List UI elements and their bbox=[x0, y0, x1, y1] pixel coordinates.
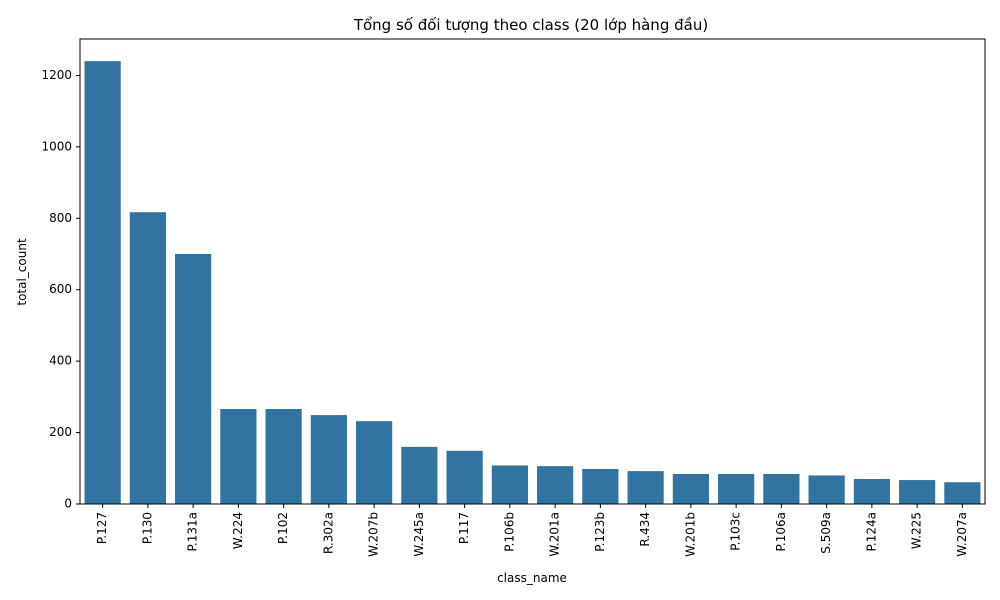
y-tick-label: 0 bbox=[64, 497, 72, 511]
bar-P.127 bbox=[84, 61, 121, 504]
x-tick-label: P.124a bbox=[864, 512, 878, 551]
bar-P.117 bbox=[446, 450, 483, 504]
bar-R.302a bbox=[310, 415, 347, 504]
x-tick-label: W.225 bbox=[910, 512, 924, 549]
x-tick-label: P.131a bbox=[186, 512, 200, 551]
y-tick-label: 400 bbox=[49, 354, 72, 368]
plot-frame bbox=[79, 38, 986, 505]
x-tick-label: P.130 bbox=[140, 512, 154, 544]
y-axis: 0 200 400 600 800 1000 1200 bbox=[41, 68, 80, 511]
bar-W.207a bbox=[944, 482, 981, 504]
x-tick-label: P.127 bbox=[95, 512, 109, 544]
x-tick-label: W.207a bbox=[955, 512, 969, 557]
x-tick-label: W.224 bbox=[231, 512, 245, 549]
x-tick-label: P.103c bbox=[729, 512, 743, 551]
bar-S.509a bbox=[808, 475, 845, 504]
bar-P.102 bbox=[265, 409, 302, 504]
bar-W.207b bbox=[356, 421, 393, 504]
y-tick-label: 600 bbox=[49, 282, 72, 296]
x-tick-label: W.201b bbox=[683, 512, 697, 557]
bars-group bbox=[84, 61, 981, 504]
x-tick-label: W.245a bbox=[412, 512, 426, 557]
bar-P.106a bbox=[763, 474, 800, 504]
y-tick-label: 800 bbox=[49, 211, 72, 225]
y-axis-label: total_count bbox=[15, 238, 29, 306]
y-tick-label: 1200 bbox=[41, 68, 72, 82]
x-tick-label: S.509a bbox=[819, 512, 833, 554]
bar-P.123b bbox=[582, 469, 619, 504]
bar-W.245a bbox=[401, 446, 438, 504]
bar-W.201b bbox=[672, 474, 709, 504]
y-tick-label: 1000 bbox=[41, 139, 72, 153]
bar-P.131a bbox=[175, 254, 212, 504]
chart-title: Tổng số đối tượng theo class (20 lớp hàn… bbox=[353, 16, 708, 34]
x-tick-label: R.434 bbox=[638, 512, 652, 547]
bar-P.124a bbox=[853, 479, 890, 504]
x-axis-label: class_name bbox=[497, 571, 567, 585]
bar-W.225 bbox=[899, 480, 936, 504]
x-tick-label: W.201a bbox=[548, 512, 562, 557]
x-tick-label: P.106a bbox=[774, 512, 788, 551]
x-tick-label: P.106b bbox=[502, 512, 516, 552]
bar-W.224 bbox=[220, 409, 257, 504]
x-tick-label: P.117 bbox=[457, 512, 471, 544]
x-tick-label: P.123b bbox=[593, 512, 607, 552]
x-axis: P.127 P.130 P.131a W.224 P.102 R.302a W.207b W.… bbox=[95, 504, 969, 557]
y-tick-label: 200 bbox=[49, 425, 72, 439]
bar-R.434 bbox=[627, 471, 664, 504]
bar-P.103c bbox=[718, 474, 755, 504]
bar-P.106b bbox=[491, 465, 528, 504]
x-tick-label: P.102 bbox=[276, 512, 290, 544]
x-tick-label: W.207b bbox=[367, 512, 381, 557]
x-tick-label: R.302a bbox=[321, 512, 335, 554]
bar-P.130 bbox=[129, 212, 166, 504]
bar-W.201a bbox=[537, 466, 574, 504]
